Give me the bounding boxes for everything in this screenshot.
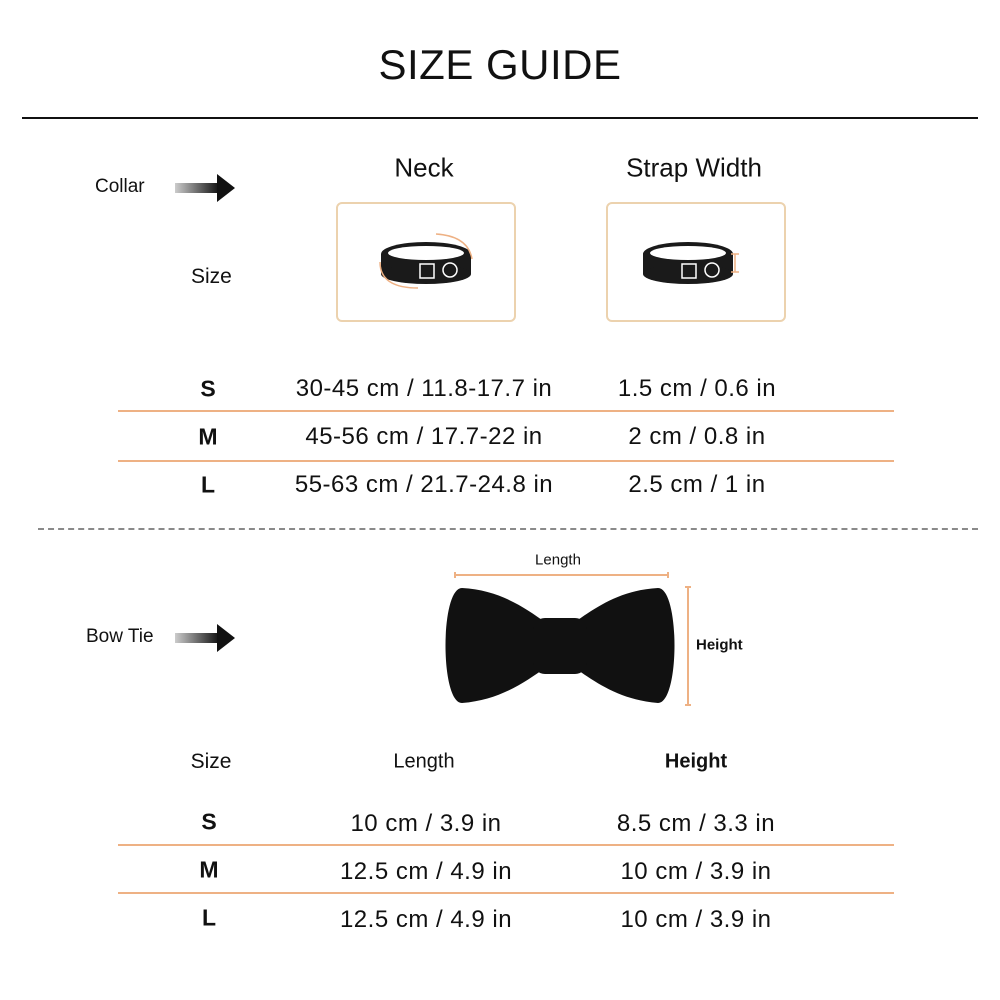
neck-cell: 55-63 cm / 21.7-24.8 in	[294, 471, 554, 498]
title-divider	[22, 117, 978, 119]
strap-width-header: Strap Width	[626, 152, 762, 183]
row-divider	[118, 410, 894, 412]
strap-width-diagram	[606, 202, 786, 322]
height-measure-line	[685, 586, 691, 706]
height-cell: 8.5 cm / 3.3 in	[616, 810, 776, 837]
length-cell: 10 cm / 3.9 in	[350, 810, 502, 837]
strap-cell: 2.5 cm / 1 in	[628, 471, 766, 498]
size-cell: M	[198, 423, 218, 450]
neck-cell: 45-56 cm / 17.7-22 in	[305, 423, 543, 450]
neck-cell: 30-45 cm / 11.8-17.7 in	[295, 375, 553, 402]
bowtie-diagram	[445, 572, 691, 706]
size-header: Size	[190, 750, 232, 773]
collar-size-label: Size	[191, 265, 232, 288]
arrow-right-icon	[175, 624, 235, 652]
collar-label: Collar	[95, 176, 145, 197]
diagram-height-label: Height	[696, 636, 743, 654]
collar-strap-icon	[643, 242, 739, 284]
length-cell: 12.5 cm / 4.9 in	[339, 906, 513, 933]
length-cell: 12.5 cm / 4.9 in	[339, 858, 513, 885]
collar-neck-icon	[379, 233, 473, 289]
size-cell: S	[201, 808, 217, 835]
neck-diagram	[336, 202, 516, 322]
diagram-length-label: Length	[535, 551, 581, 569]
size-cell: S	[200, 375, 216, 402]
arrow-right-icon	[175, 174, 235, 202]
size-cell: L	[201, 904, 217, 931]
height-cell: 10 cm / 3.9 in	[620, 858, 772, 885]
height-cell: 10 cm / 3.9 in	[620, 906, 772, 933]
row-divider	[118, 892, 894, 894]
row-divider	[118, 844, 894, 846]
strap-cell: 1.5 cm / 0.6 in	[617, 375, 777, 402]
bowtie-icon	[445, 588, 675, 703]
height-header: Height	[664, 750, 728, 773]
size-cell: M	[199, 856, 219, 883]
neck-header: Neck	[394, 152, 454, 183]
bowtie-label: Bow Tie	[86, 626, 154, 647]
strap-cell: 2 cm / 0.8 in	[628, 423, 766, 450]
size-cell: L	[200, 471, 216, 498]
length-header: Length	[393, 750, 455, 773]
section-divider	[38, 528, 978, 530]
page-title: SIZE GUIDE	[378, 41, 622, 88]
length-measure-line	[454, 572, 669, 578]
row-divider	[118, 460, 894, 462]
